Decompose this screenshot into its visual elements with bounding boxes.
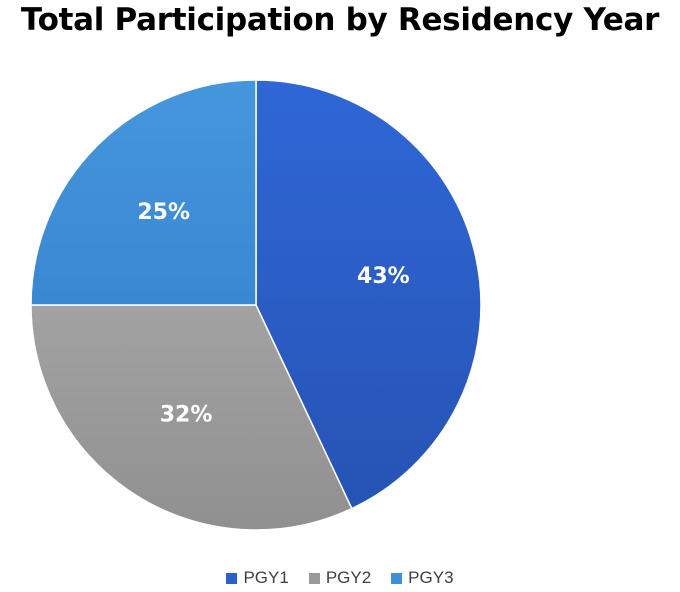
data-label-pgy1: 43% (357, 264, 410, 289)
legend-item-pgy2: PGY2 (308, 568, 372, 588)
pie-slice-pgy3 (30, 79, 257, 306)
legend-label-pgy3: PGY3 (408, 568, 454, 587)
legend-swatch-pgy2 (308, 572, 320, 584)
legend: PGY1 PGY2 PGY3 (0, 568, 680, 588)
chart-title: Total Participation by Residency Year (20, 2, 660, 38)
pie-slice-pgy1 (255, 79, 482, 510)
pie-slice-pgy2 (30, 304, 353, 531)
legend-label-pgy2: PGY2 (325, 568, 372, 587)
legend-label-pgy1: PGY1 (243, 568, 289, 587)
pie-chart: 43% 32% 25% (30, 79, 482, 531)
legend-item-pgy1: PGY1 (226, 568, 289, 588)
data-label-pgy3: 25% (137, 200, 190, 225)
legend-swatch-pgy3 (391, 572, 403, 584)
legend-item-pgy3: PGY3 (391, 568, 454, 588)
legend-swatch-pgy1 (226, 572, 238, 584)
data-label-pgy2: 32% (160, 403, 213, 428)
